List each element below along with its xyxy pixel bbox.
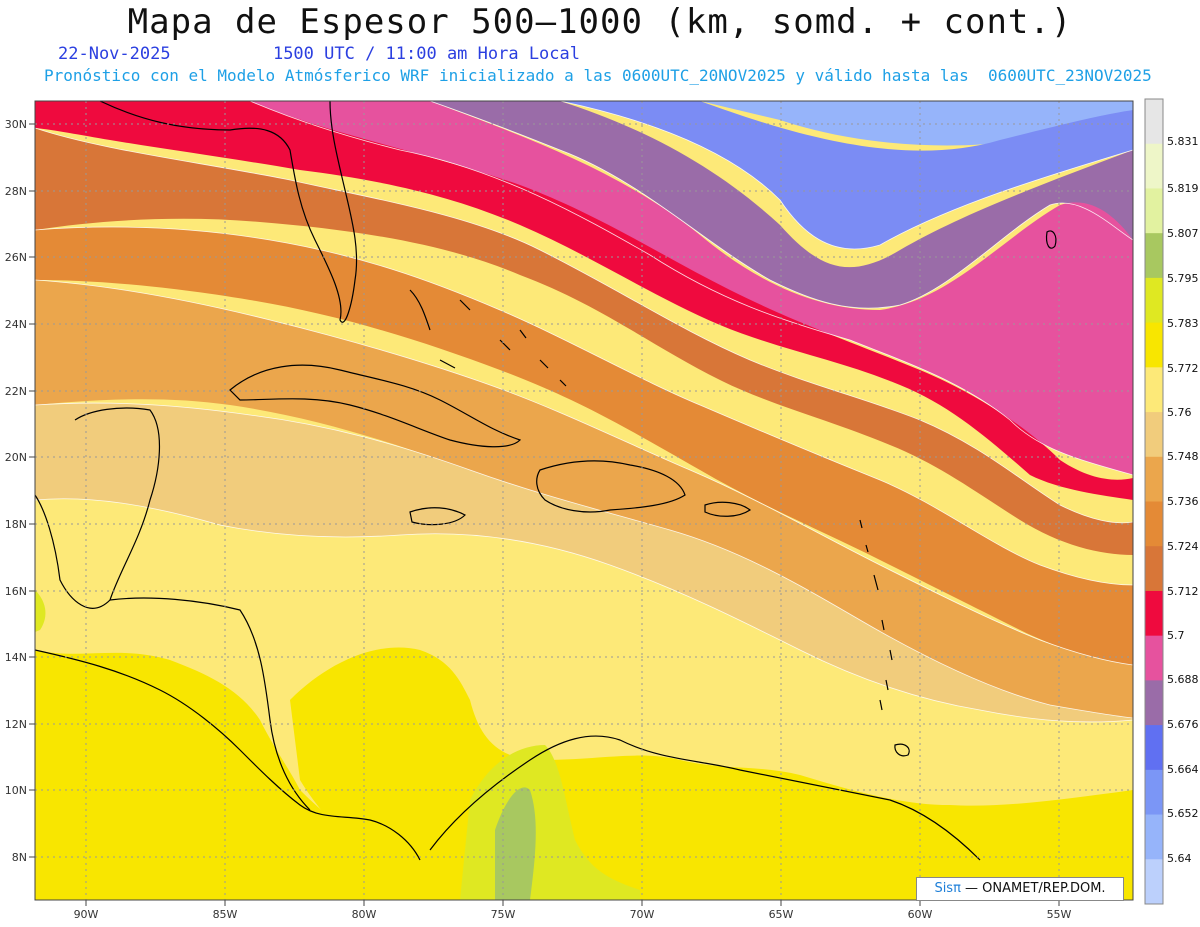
colorbar-swatch [1145, 277, 1163, 324]
band-5772-west [35, 650, 420, 900]
colorbar-label: 5.772 [1167, 362, 1199, 375]
colorbar-label: 5.748 [1167, 450, 1199, 463]
graticule [35, 101, 1133, 900]
lat-label: 20N [5, 451, 27, 464]
hispaniola-coast [536, 460, 686, 513]
trinidad [894, 743, 910, 757]
colorbar-swatch [1145, 590, 1163, 637]
yucatan-coast [35, 407, 160, 609]
band-5712 [35, 128, 1133, 555]
bermuda-like-spot [1045, 230, 1057, 249]
band-5664 [560, 101, 1133, 249]
colorbar-swatch [1145, 367, 1163, 413]
lon-label: 70W [630, 908, 655, 921]
colorbar-swatch [1145, 635, 1163, 681]
colorbar-label: 5.724 [1167, 540, 1199, 553]
puerto-rico-coast [704, 501, 752, 517]
florida-coast [99, 101, 358, 323]
colorbar-swatch [1145, 859, 1163, 905]
central-america-east [109, 597, 311, 811]
lat-label: 24N [5, 318, 27, 331]
lat-label: 30N [5, 118, 27, 131]
colorbar-swatch [1145, 546, 1163, 592]
colorbar-swatch [1145, 143, 1163, 189]
bahamas [409, 289, 567, 387]
south-america-coast [429, 735, 981, 861]
lon-label: 90W [74, 908, 99, 921]
colorbar [1144, 98, 1164, 905]
forecast-datetime: 22-Nov-2025 1500 UTC / 11:00 am Hora Loc… [58, 44, 580, 64]
lat-label: 26N [5, 251, 27, 264]
colorbar-frame [1144, 98, 1164, 905]
colorbar-swatch [1145, 322, 1163, 368]
lesser-antilles [859, 519, 893, 711]
colorbar-label: 5.783 [1167, 317, 1199, 330]
colorbar-swatch [1145, 725, 1163, 771]
colorbar-swatch [1145, 680, 1163, 726]
band-5676 [430, 101, 1133, 309]
lat-label: 22N [5, 385, 27, 398]
lon-label: 80W [352, 908, 377, 921]
forecast-time: 1500 UTC / 11:00 am Hora Local [272, 44, 580, 64]
jamaica-coast [409, 507, 466, 526]
band-5795-south [495, 787, 536, 900]
band-5783-west [35, 590, 46, 632]
lon-label: 65W [769, 908, 794, 921]
colorbar-labels: 5.831 5.819 5.807 5.795 5.783 5.772 5.76… [1167, 135, 1199, 865]
colorbar-label: 5.712 [1167, 585, 1199, 598]
band-5688 [250, 101, 1133, 475]
forecast-date: 22-Nov-2025 [58, 44, 171, 64]
colorbar-swatch [1145, 99, 1163, 145]
lat-label: 10N [5, 784, 27, 797]
colorbar-swatch [1145, 814, 1163, 860]
colorbar-label: 5.807 [1167, 227, 1199, 240]
colorbar-label: 5.819 [1167, 182, 1199, 195]
colorbar-label: 5.64 [1167, 852, 1192, 865]
lon-label: 85W [213, 908, 238, 921]
cuba-coast [229, 364, 522, 448]
colorbar-swatch [1145, 188, 1163, 234]
coastlines [35, 101, 1057, 861]
lon-label: 55W [1047, 908, 1072, 921]
colorbar-label: 5.676 [1167, 718, 1199, 731]
band-5736 [35, 280, 1133, 720]
credit-text: — ONAMET/REP.DOM. [960, 881, 1106, 896]
colorbar-label: 5.795 [1167, 272, 1199, 285]
lat-label: 14N [5, 651, 27, 664]
colorbar-swatch [1145, 412, 1163, 458]
model-description: Pronóstico con el Modelo Atmósferico WRF… [44, 66, 1152, 85]
colorbar-label: 5.831 [1167, 135, 1199, 148]
credit-box: Sisπ — ONAMET/REP.DOM. [916, 877, 1124, 901]
map-title: Mapa de Espesor 500—1000 (km, somd. + co… [127, 2, 1073, 42]
lat-label: 28N [5, 185, 27, 198]
sispi-logo: Sisπ [934, 881, 961, 896]
lat-label: 16N [5, 585, 27, 598]
map-frame [34, 100, 1134, 901]
lon-ticks [85, 900, 1060, 906]
lat-labels: 30N 28N 26N 24N 22N 20N 18N 16N 14N 12N … [5, 118, 27, 864]
colorbar-label: 5.688 [1167, 673, 1199, 686]
lon-label: 60W [908, 908, 933, 921]
lat-label: 12N [5, 718, 27, 731]
colorbar-label: 5.76 [1167, 406, 1192, 419]
thickness-contour-bands [35, 101, 1133, 900]
lon-labels: 90W 85W 80W 75W 70W 65W 60W 55W [74, 908, 1072, 921]
central-america-coast [35, 649, 421, 861]
colorbar-swatch [1145, 233, 1163, 279]
colorbar-swatch [1145, 501, 1163, 547]
colorbar-label: 5.7 [1167, 629, 1185, 642]
colorbar-swatch [1145, 769, 1163, 816]
band-5748 [35, 403, 1133, 722]
colorbar-label: 5.736 [1167, 495, 1199, 508]
colorbar-swatch [1145, 456, 1163, 502]
colorbar-label: 5.664 [1167, 763, 1199, 776]
band-5700 [35, 101, 1133, 500]
lat-label: 8N [12, 851, 27, 864]
lat-label: 18N [5, 518, 27, 531]
colorbar-label: 5.652 [1167, 807, 1199, 820]
band-5724 [35, 227, 1133, 665]
lat-ticks [29, 123, 35, 858]
lon-label: 75W [491, 908, 516, 921]
